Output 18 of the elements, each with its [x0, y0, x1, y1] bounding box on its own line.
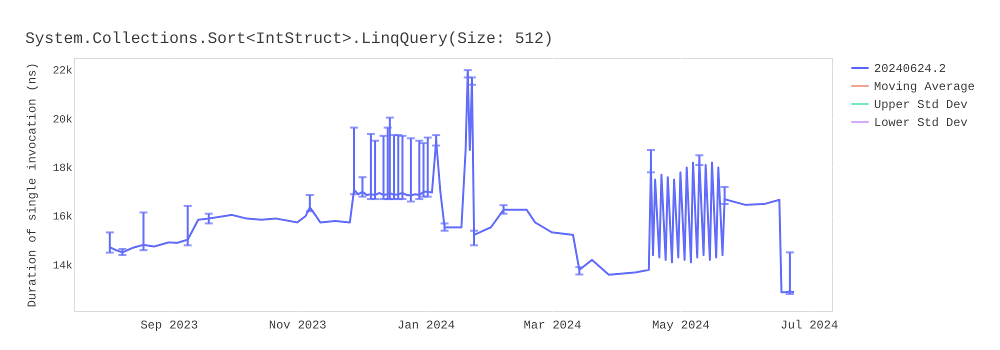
y-axis-title: Duration of single invocation (ns) — [26, 62, 40, 308]
y-tick-label: 16k — [52, 212, 73, 224]
y-tick-label: 20k — [52, 114, 73, 126]
legend-label: Moving Average — [874, 80, 975, 94]
y-tick-label: 22k — [52, 66, 73, 78]
legend-label: 20240624.2 — [874, 62, 946, 76]
x-tick-label: May 2024 — [652, 318, 710, 332]
legend-label: Lower Std Dev — [874, 116, 968, 130]
chart-title: System.Collections.Sort<IntStruct>.LinqQuery(Size: 512) — [25, 30, 554, 48]
y-tick-label: 18k — [52, 162, 73, 175]
x-tick-label: Nov 2023 — [268, 318, 326, 332]
x-tick-label: Mar 2024 — [524, 318, 582, 332]
line-series — [108, 72, 796, 294]
x-tick-label: Sep 2023 — [140, 318, 198, 332]
x-tick-label: Jul 2024 — [780, 318, 838, 332]
legend-label: Upper Std Dev — [874, 98, 968, 112]
y-tick-label: 14k — [52, 260, 73, 272]
x-tick-label: Jan 2024 — [397, 318, 455, 332]
